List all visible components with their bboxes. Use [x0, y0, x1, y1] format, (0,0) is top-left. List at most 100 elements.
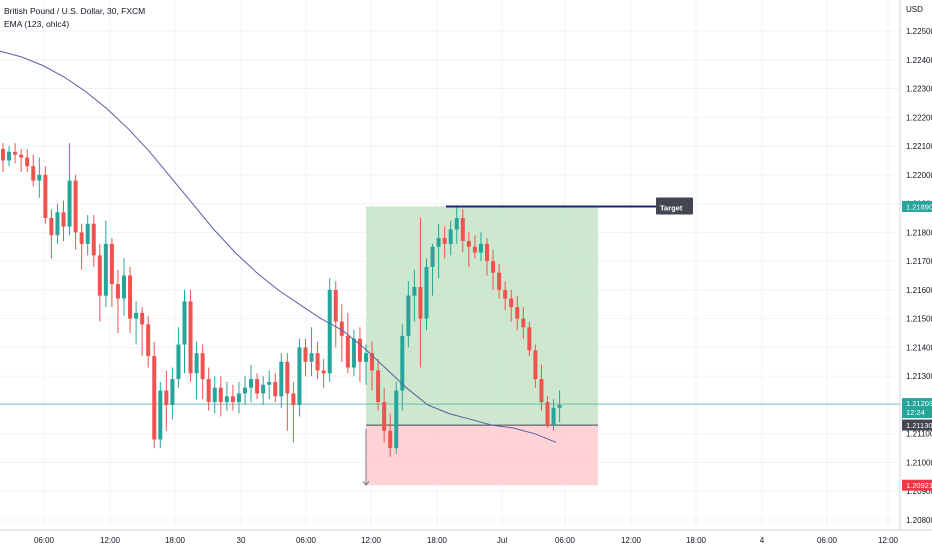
candle-body — [460, 217, 465, 241]
candle-body — [442, 238, 447, 244]
current-tag-text: 1.21203 — [906, 399, 932, 408]
time-tick-label: Jul — [497, 536, 507, 545]
candle-body — [521, 318, 526, 328]
price-axis-bg — [900, 0, 932, 530]
countdown-tag-text: 12:24 — [906, 408, 925, 417]
price-tick-label: 1.22200 — [906, 113, 932, 122]
price-tick-label: 1.21800 — [906, 228, 932, 237]
candle-body — [206, 379, 211, 403]
candle-body — [140, 312, 145, 325]
time-tick-label: 30 — [237, 536, 246, 545]
time-axis[interactable]: 06:00 12:00 18:00 30 06:00 12:00 18:00 Jul 06:00… — [0, 529, 932, 550]
price-tick-label: 1.22300 — [906, 85, 932, 94]
candle-body — [91, 223, 96, 256]
candle-body — [448, 229, 453, 244]
price-tick-label: 1.21700 — [906, 257, 932, 266]
candle-body — [212, 387, 217, 403]
candle-body — [109, 243, 114, 285]
candle-body — [55, 212, 60, 236]
candle-body — [97, 255, 102, 296]
candle-body — [357, 338, 362, 362]
candle-body — [285, 361, 290, 394]
candle-body — [382, 402, 387, 431]
candle-body — [303, 347, 308, 362]
time-tick-label: 18:00 — [427, 536, 448, 545]
candle-body — [309, 353, 314, 362]
candle-body — [255, 379, 260, 394]
candle-body — [297, 347, 302, 405]
candle-body — [333, 289, 338, 322]
target-tag-bg — [902, 200, 932, 212]
candle-body — [73, 180, 78, 233]
loss-zone[interactable] — [366, 425, 598, 486]
candle-body — [436, 238, 441, 247]
candle-body — [424, 266, 429, 319]
time-tick-label: 06:00 — [817, 536, 838, 545]
candle-body — [115, 284, 120, 299]
candle-body — [394, 390, 399, 449]
candle-body — [79, 232, 84, 244]
candle-body — [279, 361, 284, 397]
candle-body — [43, 174, 48, 218]
candle-body — [430, 246, 435, 267]
target-callout[interactable]: Target — [656, 197, 693, 215]
candle-body — [321, 370, 326, 374]
candle-body — [472, 246, 477, 253]
candle-body — [134, 312, 139, 319]
time-tick-label: 06:00 — [296, 536, 317, 545]
chart-legend: British Pound / U.S. Dollar, 30, FXCM EM… — [4, 5, 145, 31]
price-tick-label: 1.22000 — [906, 171, 932, 180]
candle-body — [128, 275, 133, 319]
symbol-title[interactable]: British Pound / U.S. Dollar, 30, FXCM — [4, 6, 146, 16]
price-tick-label: 1.21100 — [906, 430, 932, 439]
currency-label: USD — [906, 5, 923, 14]
price-ticks: 1.22500 1.22400 1.22300 1.22200 1.22100 1.220… — [906, 27, 932, 525]
entry-tag-text: 1.21130 — [906, 421, 932, 430]
stop-tag-text: 1.20921 — [906, 481, 932, 490]
candle-body — [230, 396, 235, 403]
candle-body — [67, 180, 72, 227]
time-tick-label: 12:00 — [621, 536, 642, 545]
candle-body — [406, 295, 411, 336]
price-tick-label: 1.22400 — [906, 56, 932, 65]
candle-body — [152, 356, 157, 440]
price-tick-label: 1.21300 — [906, 372, 932, 381]
price-axis[interactable]: USD 1.225001.224001.223001.222001.221001… — [899, 0, 932, 530]
time-tick-label: 12:00 — [361, 536, 382, 545]
candle-body — [273, 381, 278, 397]
target-label: Target — [660, 203, 683, 212]
candle-body — [224, 396, 229, 403]
time-ticks: 06:00 12:00 18:00 30 06:00 12:00 18:00 Jul 06:00… — [34, 536, 899, 545]
candle-body — [188, 301, 193, 374]
candle-body — [539, 379, 544, 403]
candle-body — [37, 174, 42, 181]
price-tick-label: 1.21500 — [906, 315, 932, 324]
candle-body — [176, 344, 181, 380]
indicator-title[interactable]: EMA (123, ohlc4) — [4, 19, 70, 29]
profit-zone[interactable] — [366, 206, 598, 426]
candle-body — [103, 243, 108, 296]
candle-body — [1, 148, 5, 161]
candle-body — [339, 321, 344, 336]
candle-body — [454, 217, 459, 230]
candle-body — [170, 379, 175, 405]
time-tick-label: 06:00 — [555, 536, 576, 545]
candle-body — [327, 289, 332, 374]
candle-body — [551, 407, 556, 426]
candle-body — [418, 287, 423, 319]
candle-body — [85, 223, 90, 244]
price-tick-label: 1.21600 — [906, 286, 932, 295]
price-tags: 1.21890 1.21203 12:24 1.21130 1.20921 — [902, 200, 932, 491]
position-zones[interactable] — [366, 206, 598, 486]
candle-body — [466, 240, 471, 247]
candle-body — [31, 166, 36, 181]
candle-body — [158, 390, 163, 440]
price-tick-label: 1.22500 — [906, 27, 932, 36]
time-tick-label: 12:00 — [100, 536, 121, 545]
candle-body — [61, 212, 66, 227]
candle-body — [49, 217, 54, 236]
candle-body — [146, 324, 151, 357]
target-callout-bg — [656, 197, 693, 215]
candle-body — [194, 353, 199, 374]
